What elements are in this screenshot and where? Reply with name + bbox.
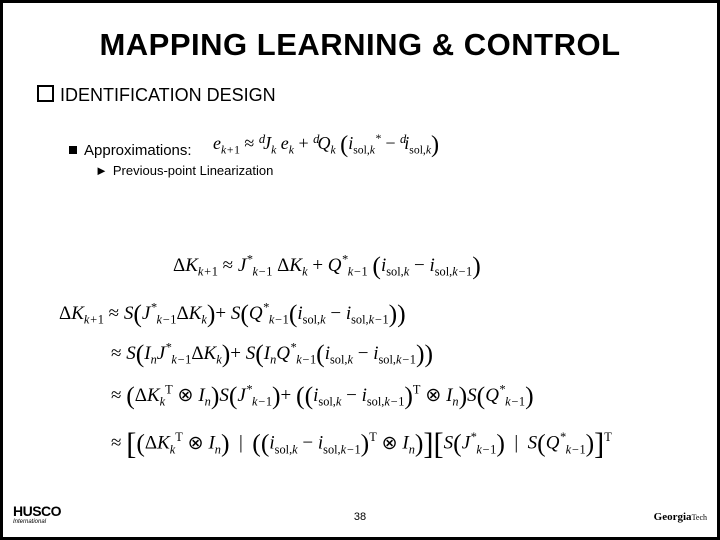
footer: 38 HUSCO International GeorgiaTech: [3, 507, 717, 531]
equation-3-line-1: ΔKk+1 ≈ S(J*k−1ΔKk)+ S(Q*k−1(isol,k − is…: [59, 299, 406, 329]
equation-2: ΔKk+1 ≈ J*k−1 ΔKk + Q*k−1 (isol,k − isol…: [173, 251, 481, 281]
square-bullet-icon: [69, 146, 77, 154]
gatech-logo: GeorgiaTech: [654, 511, 707, 523]
equation-1: ek+1 ≈ dJk ek + dQk (isol,k* − disol,k): [213, 131, 439, 159]
sub-text: Approximations:: [84, 142, 192, 159]
section-text: IDENTIFICATION DESIGN: [60, 85, 276, 105]
subsub-text: Previous-point Linearization: [113, 163, 273, 178]
equation-3-line-3: ≈ (ΔKkT In)S(J*k−1)+ ((isol,k − isol,k−1…: [111, 381, 534, 411]
husco-logo-text: HUSCO: [13, 503, 61, 519]
page-number: 38: [3, 511, 717, 523]
hollow-square-bullet-icon: [37, 85, 54, 102]
subsub-heading: ► Previous-point Linearization: [95, 163, 687, 178]
equation-3-line-4: ≈ [(ΔKkT In) | ((isol,k − isol,k−1)T In)…: [111, 427, 612, 462]
gatech-logo-text: Georgia: [654, 511, 692, 523]
slide-title: MAPPING LEARNING & CONTROL: [33, 27, 687, 63]
gatech-logo-subtext: Tech: [692, 513, 707, 522]
section-heading: IDENTIFICATION DESIGN: [37, 85, 687, 106]
husco-logo: HUSCO International: [13, 503, 61, 525]
triangle-bullet-icon: ►: [95, 163, 108, 178]
equation-3-line-2: ≈ S(InJ*k−1ΔKk)+ S(InQ*k−1(isol,k − isol…: [111, 339, 433, 369]
husco-logo-subtext: International: [13, 519, 61, 525]
slide-frame: MAPPING LEARNING & CONTROL IDENTIFICATIO…: [0, 0, 720, 540]
